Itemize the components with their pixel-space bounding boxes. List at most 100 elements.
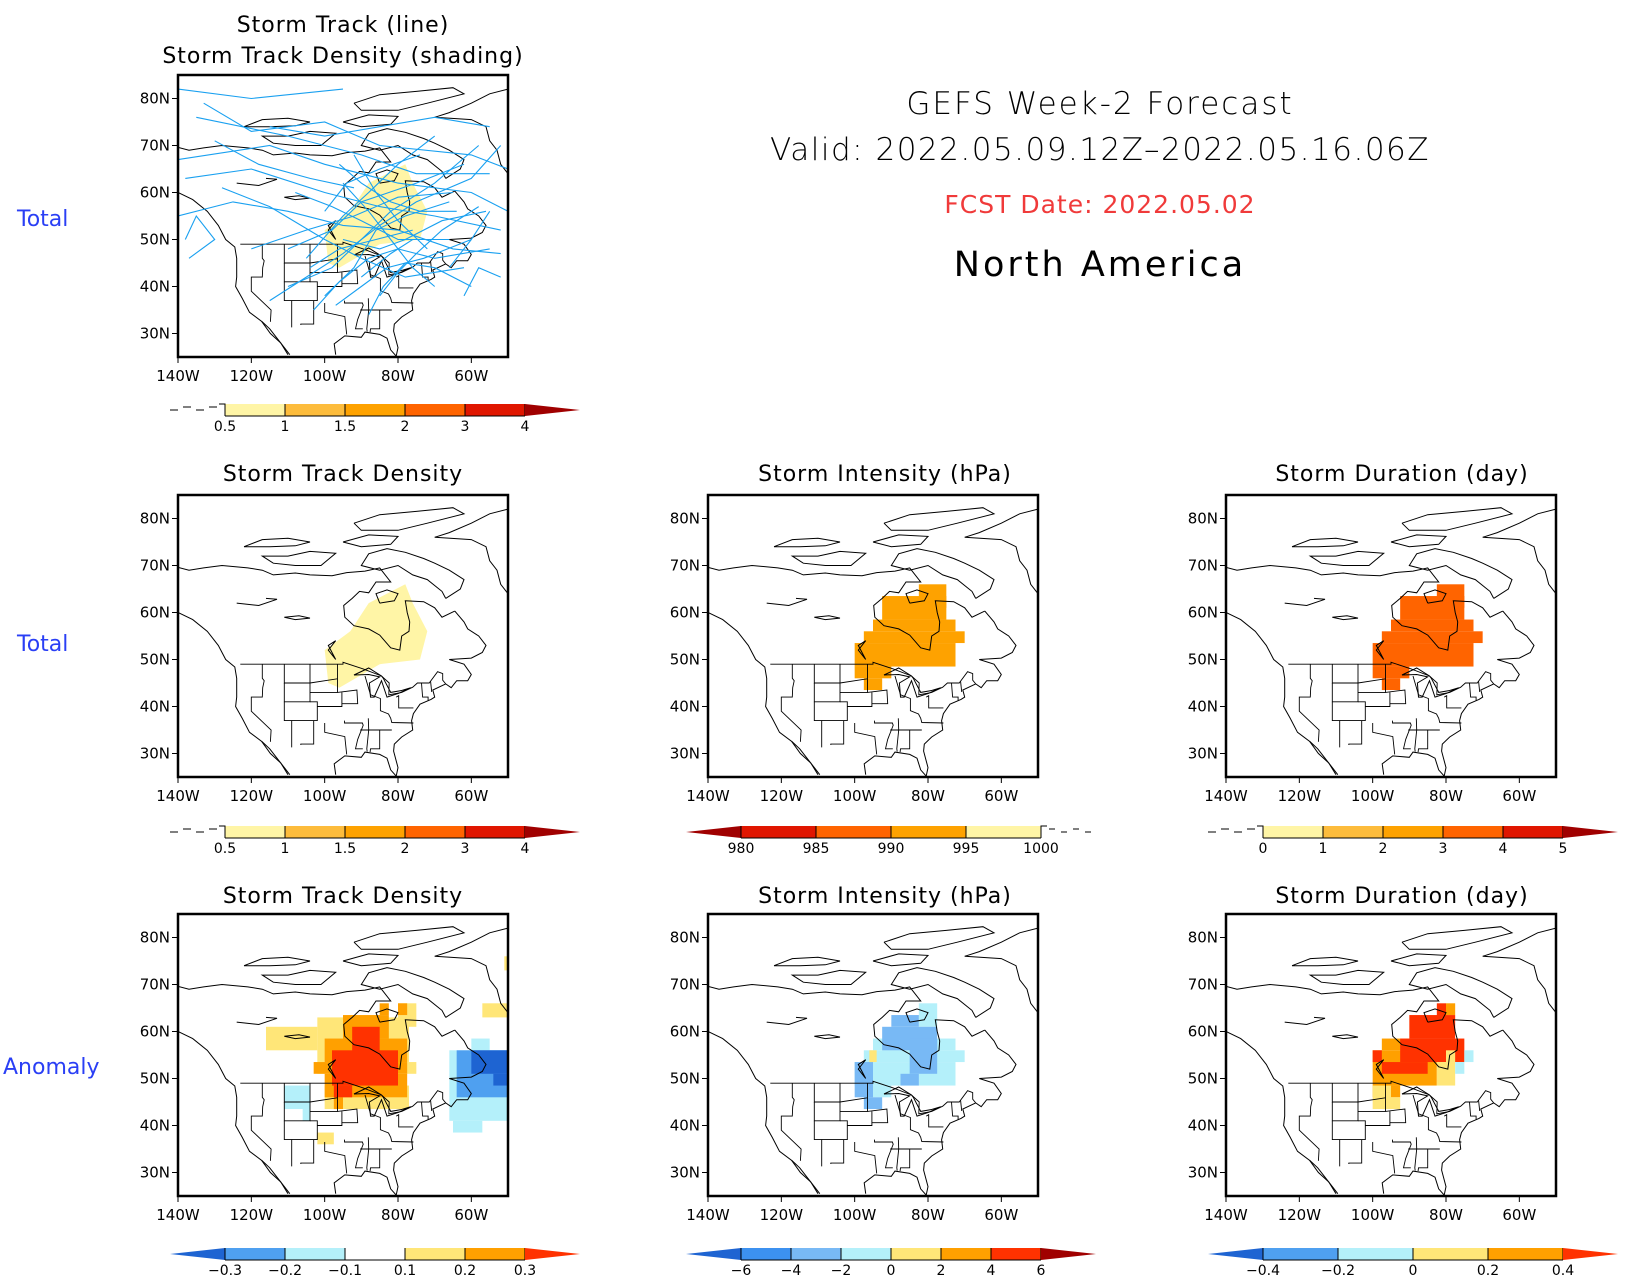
coastline — [1309, 740, 1339, 776]
state-border — [366, 1137, 370, 1171]
lon-tick-label: 60W — [984, 1206, 1018, 1224]
colorbar-label: 0.1 — [394, 1263, 416, 1275]
colorbar-low-triangle — [1208, 1248, 1263, 1260]
colorbar-label: −2 — [831, 1263, 852, 1275]
coastline — [178, 612, 289, 775]
state-border — [283, 701, 293, 748]
coastline — [791, 1159, 821, 1195]
state-border — [317, 1111, 343, 1126]
lat-tick-label: 70N — [670, 557, 700, 575]
grid-cell — [909, 1038, 938, 1074]
lat-tick-label: 50N — [140, 1070, 170, 1088]
state-border — [1365, 1111, 1391, 1126]
coastline — [434, 927, 508, 1014]
lat-tick-label: 80N — [1188, 510, 1218, 528]
coastline — [360, 548, 465, 599]
state-border — [1331, 701, 1341, 748]
lat-tick-label: 40N — [1188, 698, 1218, 716]
coastline — [360, 967, 465, 1018]
map-frame — [176, 493, 510, 779]
grid-cell — [863, 631, 965, 644]
coastline — [708, 983, 986, 1070]
state-border — [854, 1142, 878, 1174]
state-border — [1414, 1137, 1418, 1171]
figure-title: GEFS Week-2 Forecast — [906, 86, 1294, 122]
coastline — [1482, 927, 1556, 1014]
coastline — [814, 615, 841, 621]
map-frame — [706, 493, 1040, 779]
state-border — [324, 1142, 348, 1174]
lon-tick-label: 60W — [984, 787, 1018, 805]
state-border — [283, 1083, 311, 1103]
colorbar-label: 0.5 — [214, 419, 236, 435]
state-border — [1288, 1080, 1495, 1115]
state-border — [1358, 1097, 1386, 1112]
storm-track-line — [178, 88, 344, 100]
colorbar-density-total: 0.5 1 1.5 2 3 4 — [170, 825, 580, 857]
storm-track-line — [178, 201, 501, 255]
colorbar-label: 1.5 — [334, 419, 356, 435]
map-frame — [176, 73, 510, 359]
state-border — [317, 272, 343, 287]
state-border — [960, 681, 963, 692]
coastline — [284, 615, 311, 621]
state-border — [951, 682, 959, 701]
state-border — [344, 300, 364, 330]
coastline — [236, 177, 278, 187]
coastline — [178, 192, 289, 355]
lat-tick-label: 60N — [140, 184, 170, 202]
coastline — [1226, 1031, 1337, 1194]
lat-tick-label: 80N — [140, 929, 170, 947]
map-background — [178, 495, 508, 777]
storm-track-line — [295, 191, 428, 241]
grid-cell — [854, 643, 956, 667]
lat-tick-label: 70N — [1188, 976, 1218, 994]
lat-tick-label: 50N — [1188, 1070, 1218, 1088]
state-border — [369, 310, 381, 333]
coastline — [708, 1031, 819, 1194]
colorbar-segment — [465, 826, 525, 838]
grid-cell — [1381, 1038, 1410, 1051]
lon-tick-label: 80W — [381, 1206, 415, 1224]
lon-tick-label: 100W — [303, 1206, 347, 1224]
colorbar-segment — [285, 1248, 345, 1260]
grid-cell — [471, 1038, 490, 1051]
colorbar-segment — [966, 826, 1041, 838]
coastline — [872, 534, 930, 548]
state-border — [430, 1100, 433, 1111]
row-label-total: Total — [17, 632, 69, 657]
lon-tick-label: 80W — [381, 367, 415, 385]
lon-tick-label: 140W — [156, 787, 200, 805]
lon-tick-label: 140W — [686, 1206, 730, 1224]
grid-cell — [1409, 1015, 1456, 1039]
lat-tick-label: 40N — [140, 698, 170, 716]
region-label: North America — [953, 245, 1247, 285]
colorbar-segment — [1263, 1248, 1338, 1260]
panel-title-duration-anomaly: Storm Duration (day) — [1275, 884, 1529, 909]
colorbar-segment — [1263, 826, 1323, 838]
storm-track-line — [448, 210, 491, 269]
state-border — [1417, 730, 1429, 753]
coastline — [260, 130, 337, 146]
map-density-total: 140W 120W 100W 80W 60W 80N 70N 60N 50N 40N 30N — [140, 493, 510, 805]
colorbar-label: 1000 — [1023, 841, 1059, 857]
storm-track-line — [309, 229, 413, 269]
lon-tick-label: 100W — [303, 367, 347, 385]
map-plot-area — [708, 507, 1038, 777]
storm-track-line — [463, 266, 501, 297]
state-border — [337, 269, 359, 285]
grid-cell — [863, 1085, 892, 1098]
grid-cell — [284, 1085, 310, 1110]
coastline — [1482, 508, 1556, 595]
coastline — [1408, 967, 1513, 1018]
lat-tick-label: 50N — [1188, 651, 1218, 669]
colorbar-segment — [1488, 1248, 1563, 1260]
coastline — [261, 320, 291, 356]
colorbar-track-total: 0.5 1 1.5 2 3 4 — [170, 403, 580, 435]
state-border — [1348, 1139, 1363, 1164]
map-frame — [176, 912, 510, 1198]
lon-tick-label: 120W — [230, 1206, 274, 1224]
state-border — [894, 675, 944, 724]
lon-tick-label: 120W — [760, 1206, 804, 1224]
state-border — [925, 694, 944, 709]
